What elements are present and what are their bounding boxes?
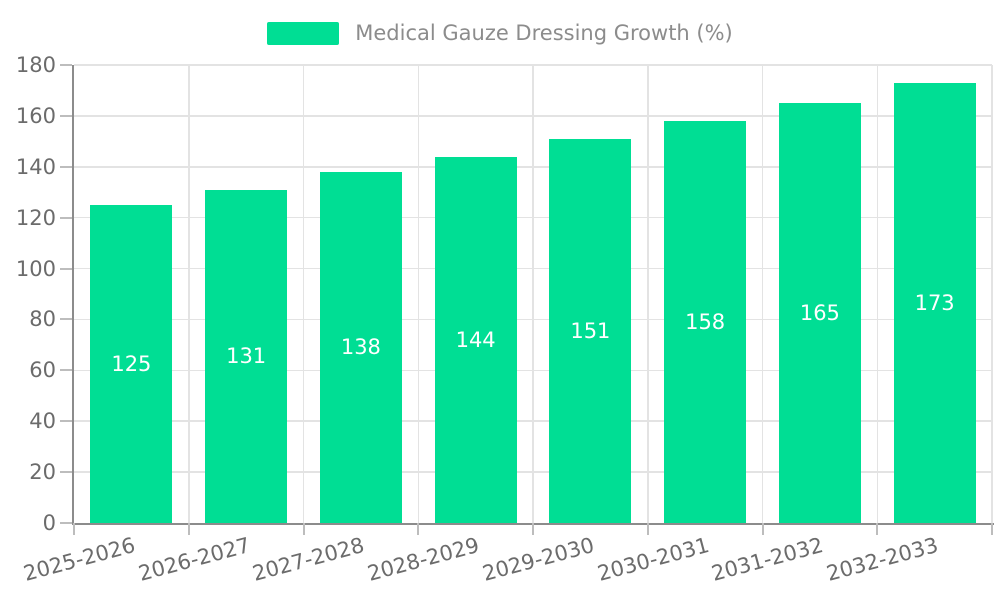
x-axis-tick (73, 523, 75, 535)
y-axis-tick (60, 216, 72, 219)
bar-value-label: 131 (226, 344, 267, 369)
plot-area: 0 20 40 60 80 100 120 140 160 180 2025-2026 2026-20… (16, 54, 994, 586)
x-axis-tick (761, 523, 764, 535)
gridline-vertical (417, 65, 419, 523)
y-axis-label: 40 (29, 409, 56, 434)
y-axis-label: 80 (29, 307, 56, 332)
bar: 138 (319, 171, 402, 523)
bar: 165 (778, 103, 861, 523)
y-axis-tick (60, 267, 72, 270)
bar: 158 (664, 120, 747, 523)
gridline-vertical (647, 65, 649, 523)
bar: 131 (205, 189, 288, 523)
gridline-vertical (761, 65, 764, 523)
bar-value-label: 173 (914, 290, 955, 315)
x-axis-label: 2032-2033 (824, 533, 941, 586)
bar: 173 (893, 82, 976, 523)
gridline-vertical (532, 65, 534, 523)
x-axis-tick (302, 523, 305, 535)
y-axis-label: 0 (42, 511, 56, 535)
bar-value-label: 165 (799, 301, 840, 326)
bar-value-label: 151 (570, 318, 611, 343)
x-axis-tick (417, 523, 420, 535)
x-axis-label: 2030-2031 (594, 533, 712, 586)
bar-value-label: 158 (685, 309, 726, 334)
x-axis-label: 2025-2026 (20, 533, 138, 586)
y-axis-tick (60, 318, 72, 321)
bar: 151 (549, 138, 632, 523)
y-axis-label: 100 (15, 256, 56, 281)
y-axis-tick (60, 114, 72, 117)
legend-label: Medical Gauze Dressing Growth (%) (355, 21, 733, 45)
y-axis-line (72, 65, 74, 525)
x-axis-label: 2029-2030 (479, 533, 597, 586)
x-axis-label: 2028-2029 (365, 533, 482, 586)
y-axis-label: 160 (15, 103, 56, 128)
y-axis-label: 140 (15, 154, 56, 179)
chart-legend[interactable]: Medical Gauze Dressing Growth (%) (0, 21, 1000, 45)
x-axis-label: 2031-2032 (709, 533, 827, 586)
x-axis-label: 2027-2028 (250, 533, 368, 586)
bar: 125 (90, 204, 173, 523)
x-axis-tick (876, 523, 879, 535)
x-axis-tick (187, 523, 190, 535)
x-axis-tick (532, 523, 534, 535)
x-axis-tick (646, 523, 649, 535)
y-axis-label: 120 (15, 205, 56, 230)
gridline-vertical (991, 65, 993, 523)
y-axis-label: 180 (15, 53, 56, 77)
bar: 144 (434, 156, 517, 523)
y-axis-tick (60, 369, 72, 372)
gridline-vertical (876, 65, 878, 523)
y-axis-tick (60, 522, 72, 524)
gridline-vertical (302, 65, 305, 523)
y-axis-label: 60 (29, 358, 56, 383)
y-axis-tick (60, 64, 72, 66)
x-axis-label: 2026-2027 (135, 533, 253, 586)
y-axis-tick (60, 165, 72, 168)
y-axis-tick (60, 471, 72, 474)
bar-value-label: 138 (340, 335, 381, 360)
legend-swatch-icon (267, 21, 340, 45)
gridline-vertical (188, 65, 190, 523)
y-axis-label: 20 (29, 460, 56, 485)
bar-value-label: 125 (111, 351, 152, 376)
x-axis-tick (991, 523, 993, 535)
y-axis-tick (60, 420, 72, 423)
bar-value-label: 144 (455, 327, 496, 352)
